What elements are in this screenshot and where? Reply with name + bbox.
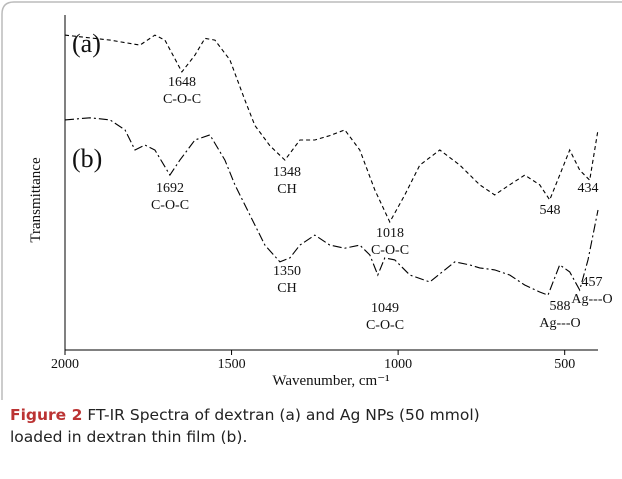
y-axis-label: Transmittance	[28, 157, 44, 243]
series-label: (a)	[72, 29, 101, 58]
peak-annotation: 1648	[168, 75, 196, 90]
x-axis-label: Wavenumber, cm⁻¹	[272, 373, 389, 389]
peak-annotation: 548	[540, 203, 561, 218]
spectrum-line	[64, 34, 599, 224]
peak-annotation: 1049	[371, 301, 399, 316]
caption-text: FT-IR Spectra of dextran (a) and Ag NPs …	[10, 406, 480, 446]
peak-annotation: C-O-C	[371, 243, 409, 258]
x-tick-label: 500	[554, 357, 575, 372]
caption: Figure 2 FT-IR Spectra of dextran (a) an…	[10, 404, 530, 448]
caption-label: Figure 2	[10, 406, 83, 424]
chart: Transmittance Wavenumber, cm⁻¹ 2000 1500 1…	[1, 1, 622, 400]
peak-annotation: 434	[578, 181, 599, 196]
x-tick-label: 1000	[384, 357, 412, 372]
series-label: (b)	[72, 144, 102, 173]
peak-annotation: CH	[277, 281, 296, 296]
peak-annotation: 588	[550, 299, 571, 314]
peak-annotation: Ag---O	[539, 316, 580, 331]
peak-annotation: 1018	[376, 226, 404, 241]
peak-annotation: C-O-C	[151, 198, 189, 213]
peak-annotation: Ag---O	[571, 292, 612, 307]
x-tick-label: 2000	[51, 357, 79, 372]
peak-annotation: 1348	[273, 165, 301, 180]
peak-annotation: 1350	[273, 264, 301, 279]
peak-annotation: 1692	[156, 181, 184, 196]
spectrum-line	[64, 117, 599, 296]
peak-annotation: C-O-C	[163, 92, 201, 107]
peak-annotation: C-O-C	[366, 318, 404, 333]
peak-annotation: CH	[277, 182, 296, 197]
x-tick-label: 1500	[218, 357, 246, 372]
peak-annotation: 457	[582, 275, 603, 290]
frame	[1, 1, 622, 400]
